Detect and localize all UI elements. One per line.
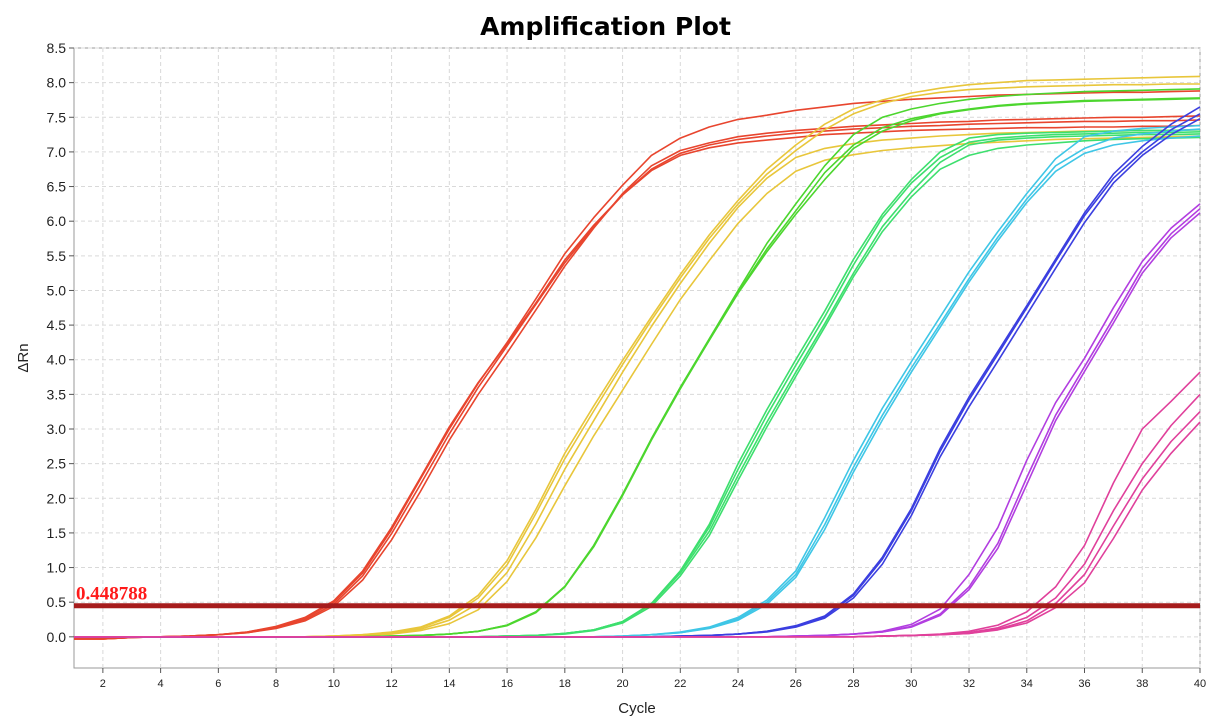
x-tick-label: 36 [1078, 678, 1090, 690]
threshold-label: 0.448788 [76, 584, 147, 605]
x-tick-label: 20 [616, 678, 628, 690]
amplification-curve [74, 421, 1201, 638]
x-tick-label: 30 [905, 678, 917, 690]
y-tick-label: 6.0 [47, 213, 67, 229]
y-tick-label: 2.0 [47, 490, 67, 506]
x-tick-label: 18 [559, 678, 571, 690]
x-tick-label: 2 [100, 678, 106, 690]
y-tick-label: 7.0 [47, 144, 67, 160]
y-tick-label: 1.0 [47, 560, 67, 576]
x-tick-label: 34 [1021, 678, 1033, 690]
y-tick-label: 3.0 [47, 421, 67, 437]
y-tick-label: 3.5 [47, 386, 67, 402]
x-tick-label: 4 [158, 678, 164, 690]
y-tick-label: 4.0 [47, 352, 67, 368]
amplification-curve [74, 115, 1201, 640]
x-tick-label: 6 [215, 678, 221, 690]
y-tick-label: 8.5 [47, 40, 67, 56]
y-axis-ticks: 0.0 0.5 1.0 1.5 2.0 2.5 3.0 3.5 4.0 4.5 5.0 5.5 6.0 6… [47, 40, 74, 645]
x-tick-label: 26 [790, 678, 802, 690]
x-tick-label: 32 [963, 678, 975, 690]
x-axis-ticks: 2 4 6 8 10 12 14 16 18 20 22 24 26 28 30 32 34 36 38 40 [100, 668, 1206, 690]
y-tick-label: 0.0 [47, 629, 67, 645]
y-tick-label: 1.5 [47, 525, 67, 541]
x-tick-label: 8 [273, 678, 279, 690]
x-axis-title: Cycle [618, 700, 656, 717]
plot-area [73, 47, 1201, 669]
x-tick-label: 38 [1136, 678, 1148, 690]
grid-lines [74, 47, 1201, 668]
x-tick-label: 12 [385, 678, 397, 690]
series-layer [74, 75, 1201, 640]
x-tick-label: 10 [328, 678, 340, 690]
y-tick-label: 0.5 [47, 594, 67, 610]
y-tick-label: 2.5 [47, 456, 67, 472]
y-axis-title: ΔRn [15, 343, 32, 372]
x-tick-label: 28 [847, 678, 859, 690]
x-tick-label: 40 [1194, 678, 1206, 690]
y-tick-label: 4.5 [47, 317, 67, 333]
y-tick-label: 5.0 [47, 282, 67, 298]
y-tick-label: 5.5 [47, 248, 67, 264]
x-tick-label: 24 [732, 678, 744, 690]
x-tick-label: 16 [501, 678, 513, 690]
y-tick-label: 8.0 [47, 75, 67, 91]
y-tick-label: 7.5 [47, 109, 67, 125]
chart-title: Amplification Plot [480, 12, 731, 41]
y-tick-label: 6.5 [47, 179, 67, 195]
x-tick-label: 14 [443, 678, 455, 690]
x-tick-label: 22 [674, 678, 686, 690]
